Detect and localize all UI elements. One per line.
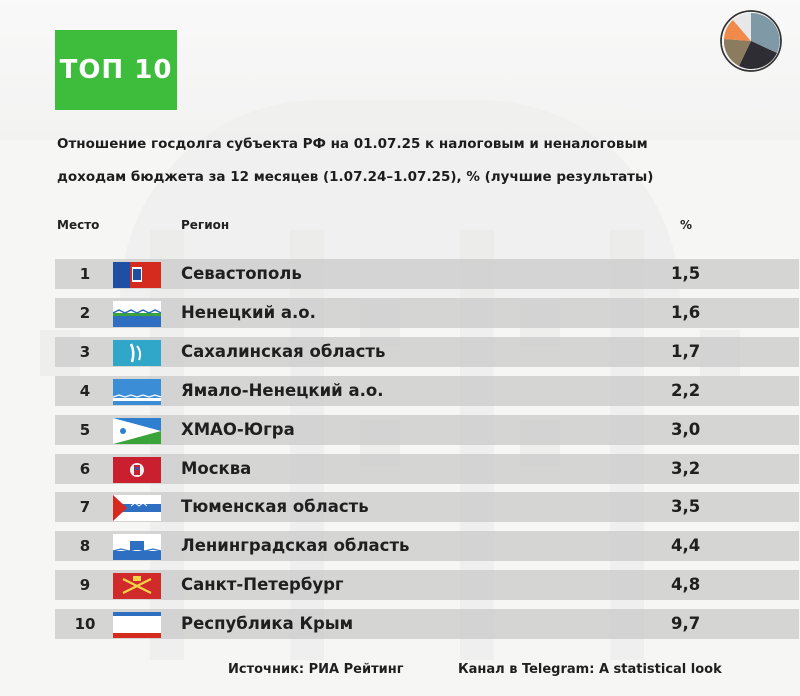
column-header-pct: % bbox=[680, 218, 693, 232]
value-cell: 1,7 bbox=[671, 341, 701, 361]
table-row: 5 ХМАО-Югра 3,0 bbox=[55, 414, 799, 445]
chart-title-line1: Отношение госдолга субъекта РФ на 01.07.… bbox=[57, 136, 648, 152]
region-name-cell: Ямало-Ненецкий а.о. bbox=[181, 380, 384, 400]
column-header-place: Место bbox=[57, 218, 100, 232]
region-name-cell: Тюменская область bbox=[181, 497, 369, 517]
top10-badge: ТОП 10 bbox=[55, 30, 177, 110]
value-cell: 3,5 bbox=[671, 497, 701, 517]
region-name-cell: Республика Крым bbox=[181, 614, 354, 634]
flag-leningrad-oblast-icon bbox=[113, 534, 161, 561]
value-cell: 9,7 bbox=[671, 614, 701, 634]
flag-tyumen-icon bbox=[113, 495, 161, 522]
table-row: 6 Москва 3,2 bbox=[55, 453, 799, 484]
table-row: 9 Санкт-Петербург 4,8 bbox=[55, 570, 799, 601]
value-cell: 1,5 bbox=[671, 264, 701, 283]
table-row: 4 Ямало-Ненецкий а.о. 2,2 bbox=[55, 375, 799, 406]
rank-cell: 4 bbox=[79, 381, 91, 400]
rank-cell: 6 bbox=[79, 459, 91, 478]
chart-title-line2: доходам бюджета за 12 месяцев (1.07.24–1… bbox=[57, 169, 654, 185]
region-name-cell: Ненецкий а.о. bbox=[181, 302, 316, 322]
region-name-cell: Сахалинская область bbox=[181, 341, 386, 361]
value-cell: 1,6 bbox=[671, 302, 701, 322]
flag-khmao-icon bbox=[113, 417, 161, 444]
region-name-cell: Москва bbox=[181, 458, 252, 478]
value-cell: 4,4 bbox=[671, 536, 701, 556]
region-name-cell: Санкт-Петербург bbox=[181, 575, 344, 595]
value-cell: 3,2 bbox=[671, 458, 701, 478]
rank-cell: 8 bbox=[79, 537, 91, 556]
pie-logo-icon bbox=[720, 10, 782, 72]
region-name-cell: Севастополь bbox=[181, 264, 302, 283]
flag-crimea-icon bbox=[113, 612, 161, 639]
flag-sakhalin-icon bbox=[113, 339, 161, 366]
flag-saint-petersburg-icon bbox=[113, 573, 161, 600]
table-row: 3 Сахалинская область 1,7 bbox=[55, 336, 799, 367]
flag-nenets-icon bbox=[113, 300, 161, 327]
table-row: 2 Ненецкий а.о. 1,6 bbox=[55, 297, 799, 328]
table-row: 7 Тюменская область 3,5 bbox=[55, 492, 799, 523]
source-note: Источник: РИА Рейтинг bbox=[228, 662, 404, 677]
rank-cell: 10 bbox=[74, 615, 96, 634]
rank-cell: 9 bbox=[79, 576, 91, 595]
table-row: 10 Республика Крым 9,7 bbox=[55, 609, 799, 640]
region-name-cell: Ленинградская область bbox=[181, 536, 410, 556]
rank-cell: 3 bbox=[79, 342, 91, 361]
flag-sevastopol-icon bbox=[113, 262, 161, 288]
rank-cell: 7 bbox=[79, 498, 91, 517]
rank-cell: 1 bbox=[79, 265, 91, 283]
flag-moscow-icon bbox=[113, 456, 161, 483]
telegram-note: Канал в Telegram: A statistical look bbox=[458, 662, 722, 677]
column-header-region: Регион bbox=[181, 218, 230, 232]
top10-badge-label: ТОП 10 bbox=[59, 55, 173, 85]
rank-cell: 5 bbox=[79, 420, 91, 439]
flag-yamalo-nenets-icon bbox=[113, 378, 161, 405]
table-row: 8 Ленинградская область 4,4 bbox=[55, 531, 799, 562]
table-row: 1 Севастополь 1,5 bbox=[55, 259, 799, 289]
value-cell: 4,8 bbox=[671, 575, 701, 595]
rank-cell: 2 bbox=[79, 303, 91, 322]
value-cell: 3,0 bbox=[671, 419, 701, 439]
region-name-cell: ХМАО-Югра bbox=[181, 419, 295, 439]
value-cell: 2,2 bbox=[671, 380, 701, 400]
